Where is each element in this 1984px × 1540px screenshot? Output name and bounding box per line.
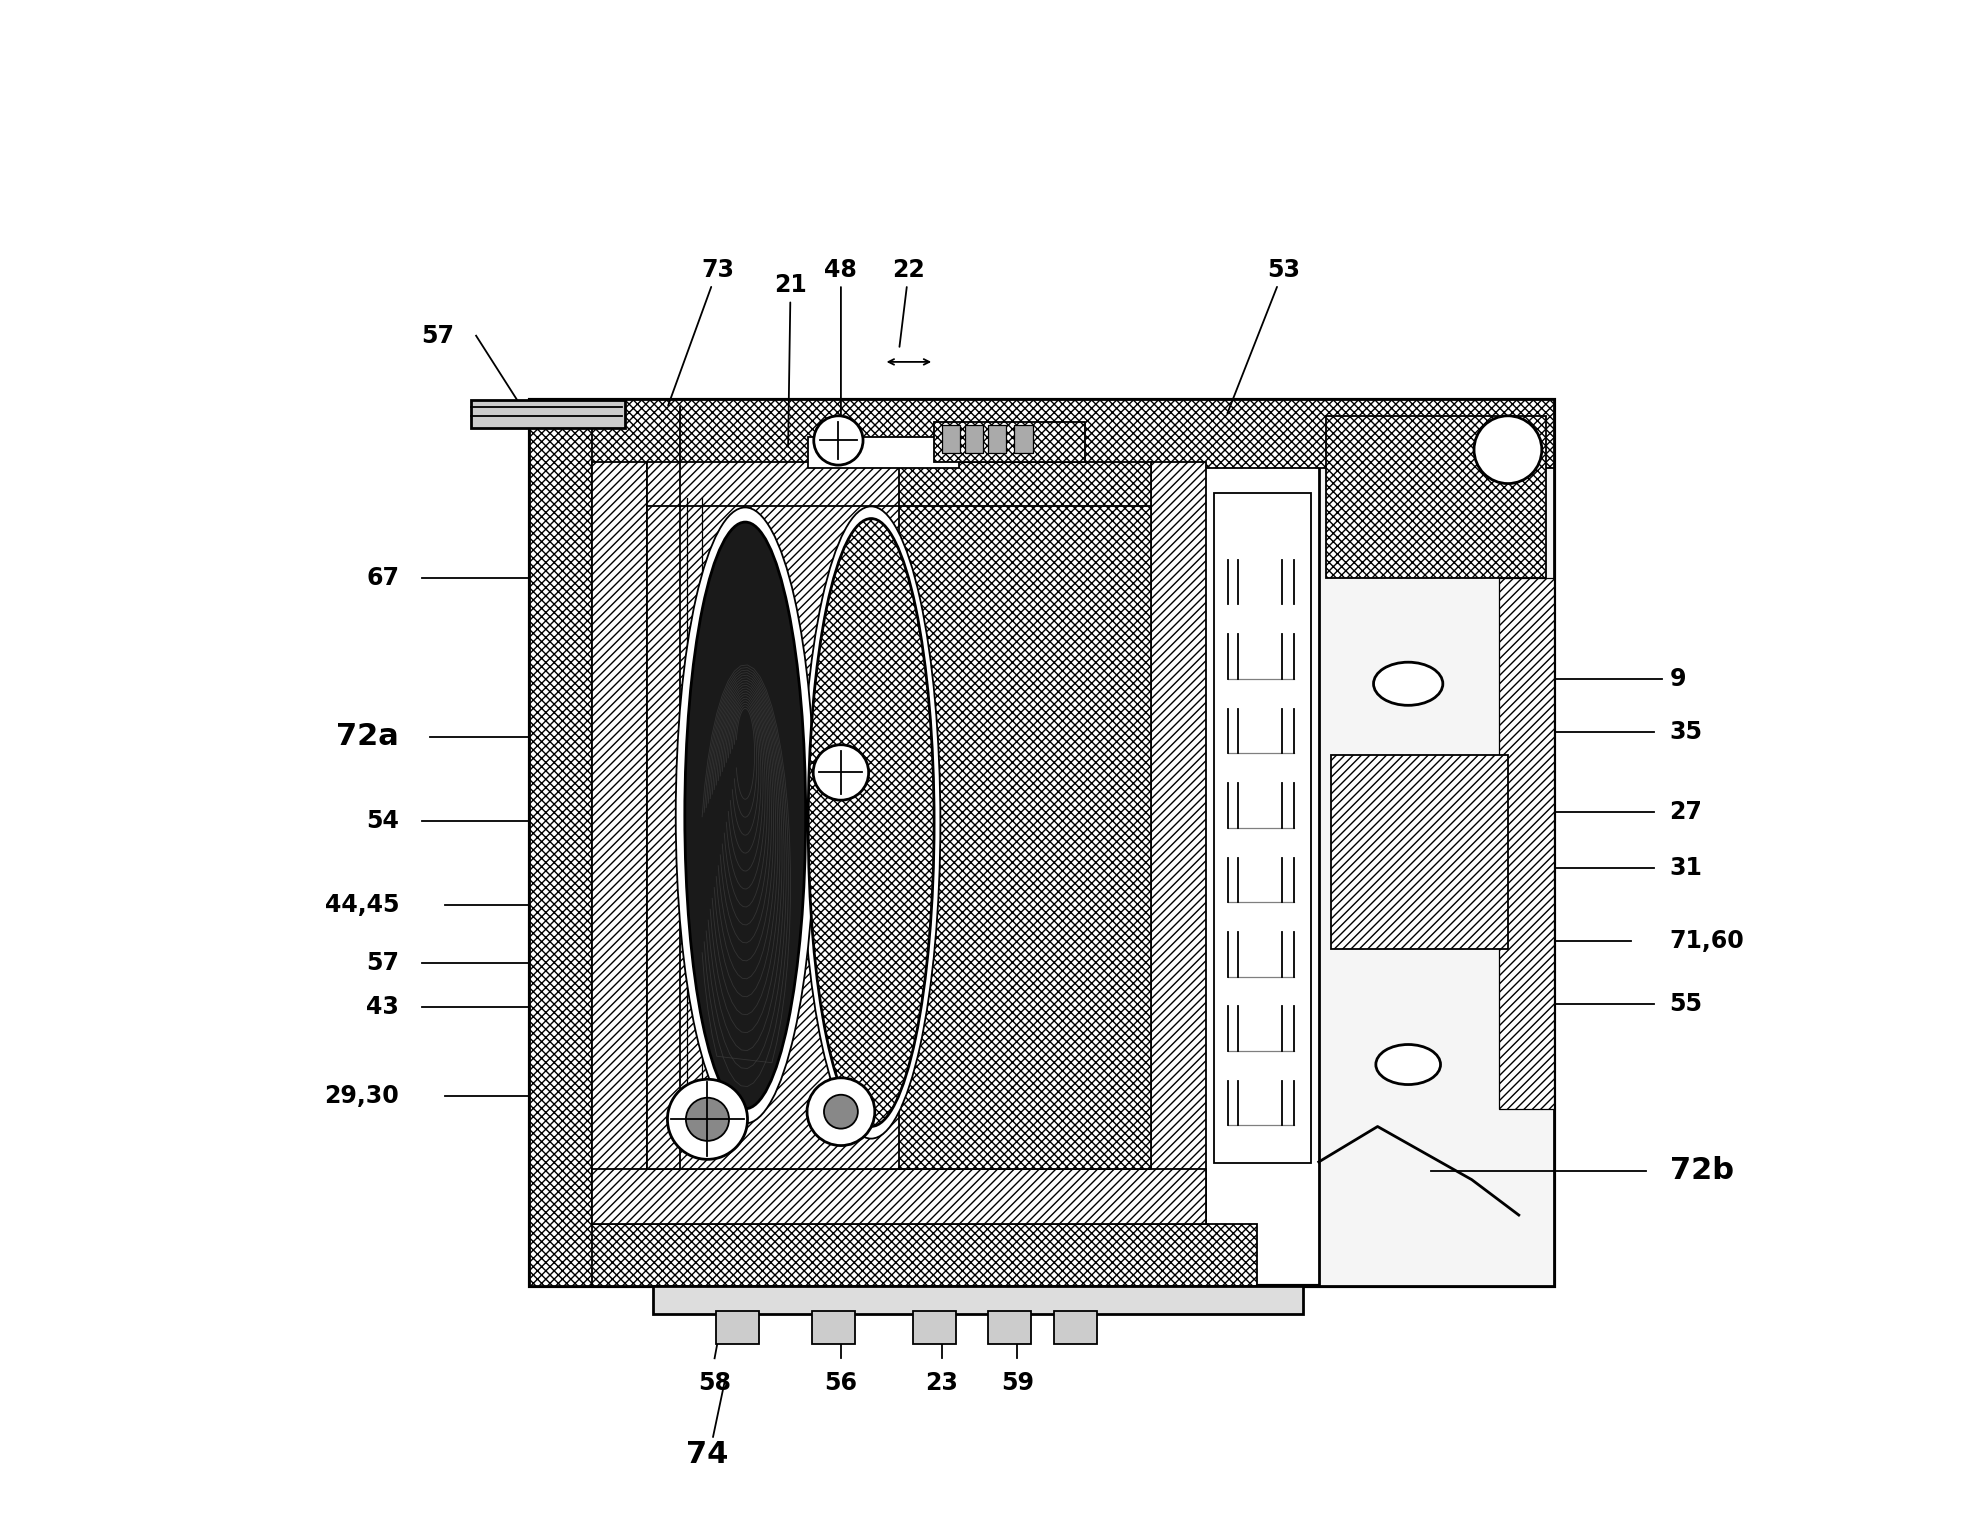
Text: 53: 53 bbox=[1228, 257, 1300, 413]
Bar bbox=[988, 425, 1006, 453]
Bar bbox=[807, 437, 958, 468]
Text: 59: 59 bbox=[1000, 1371, 1034, 1395]
Text: 44,45: 44,45 bbox=[325, 893, 399, 918]
Bar bbox=[1014, 425, 1032, 453]
Text: 67: 67 bbox=[367, 565, 399, 590]
Ellipse shape bbox=[1373, 662, 1442, 705]
Circle shape bbox=[686, 1098, 728, 1141]
Ellipse shape bbox=[807, 519, 934, 1126]
Bar bbox=[716, 1311, 760, 1344]
Text: 9: 9 bbox=[1671, 667, 1686, 691]
Bar bbox=[530, 400, 591, 1286]
Text: 57: 57 bbox=[367, 950, 399, 975]
Text: 57: 57 bbox=[421, 323, 454, 348]
Text: 27: 27 bbox=[1671, 801, 1702, 824]
Text: 29,30: 29,30 bbox=[323, 1084, 399, 1107]
Bar bbox=[1425, 1263, 1452, 1284]
Circle shape bbox=[667, 1080, 748, 1160]
Bar bbox=[913, 1311, 956, 1344]
Ellipse shape bbox=[1375, 1044, 1440, 1084]
Text: 23: 23 bbox=[925, 1371, 958, 1395]
Text: 72a: 72a bbox=[337, 722, 399, 752]
Text: 72b: 72b bbox=[1671, 1157, 1734, 1186]
Bar bbox=[1331, 755, 1508, 949]
Text: 22: 22 bbox=[893, 257, 925, 346]
Bar bbox=[647, 462, 899, 1169]
Bar bbox=[530, 400, 1553, 1286]
Ellipse shape bbox=[802, 507, 940, 1138]
Bar bbox=[1319, 400, 1553, 1286]
Bar bbox=[591, 1169, 1206, 1224]
Bar bbox=[1498, 578, 1553, 1109]
Bar bbox=[942, 425, 960, 453]
Text: 35: 35 bbox=[1671, 721, 1702, 744]
Text: 58: 58 bbox=[698, 1371, 730, 1395]
Circle shape bbox=[813, 416, 863, 465]
Text: 43: 43 bbox=[367, 995, 399, 1019]
Bar bbox=[964, 425, 984, 453]
Text: 21: 21 bbox=[774, 273, 807, 447]
Text: 54: 54 bbox=[367, 808, 399, 833]
Circle shape bbox=[813, 745, 869, 801]
Bar bbox=[1333, 1263, 1361, 1284]
Text: 73: 73 bbox=[669, 257, 734, 405]
Text: 74: 74 bbox=[686, 1440, 728, 1469]
Bar bbox=[811, 1311, 855, 1344]
Bar bbox=[873, 462, 1151, 1169]
Bar bbox=[591, 462, 647, 1224]
Bar bbox=[1054, 1311, 1097, 1344]
Bar bbox=[1516, 1263, 1544, 1284]
Bar bbox=[472, 400, 625, 428]
Text: 55: 55 bbox=[1671, 992, 1702, 1016]
Bar bbox=[653, 1286, 1303, 1314]
Bar bbox=[1214, 493, 1311, 1163]
Circle shape bbox=[807, 1078, 875, 1146]
Text: 31: 31 bbox=[1671, 856, 1702, 879]
Bar bbox=[934, 422, 1085, 462]
Ellipse shape bbox=[684, 522, 806, 1109]
Bar bbox=[647, 462, 1151, 1169]
Bar bbox=[988, 1311, 1032, 1344]
Bar bbox=[530, 400, 1553, 468]
Text: 48: 48 bbox=[825, 257, 857, 428]
Ellipse shape bbox=[677, 507, 815, 1124]
Circle shape bbox=[823, 1095, 857, 1129]
Bar bbox=[1327, 416, 1546, 578]
Text: 56: 56 bbox=[825, 1371, 857, 1395]
Text: 71,60: 71,60 bbox=[1671, 929, 1744, 953]
Bar bbox=[530, 1224, 1258, 1286]
Circle shape bbox=[1474, 416, 1542, 484]
Bar bbox=[1151, 462, 1206, 1224]
